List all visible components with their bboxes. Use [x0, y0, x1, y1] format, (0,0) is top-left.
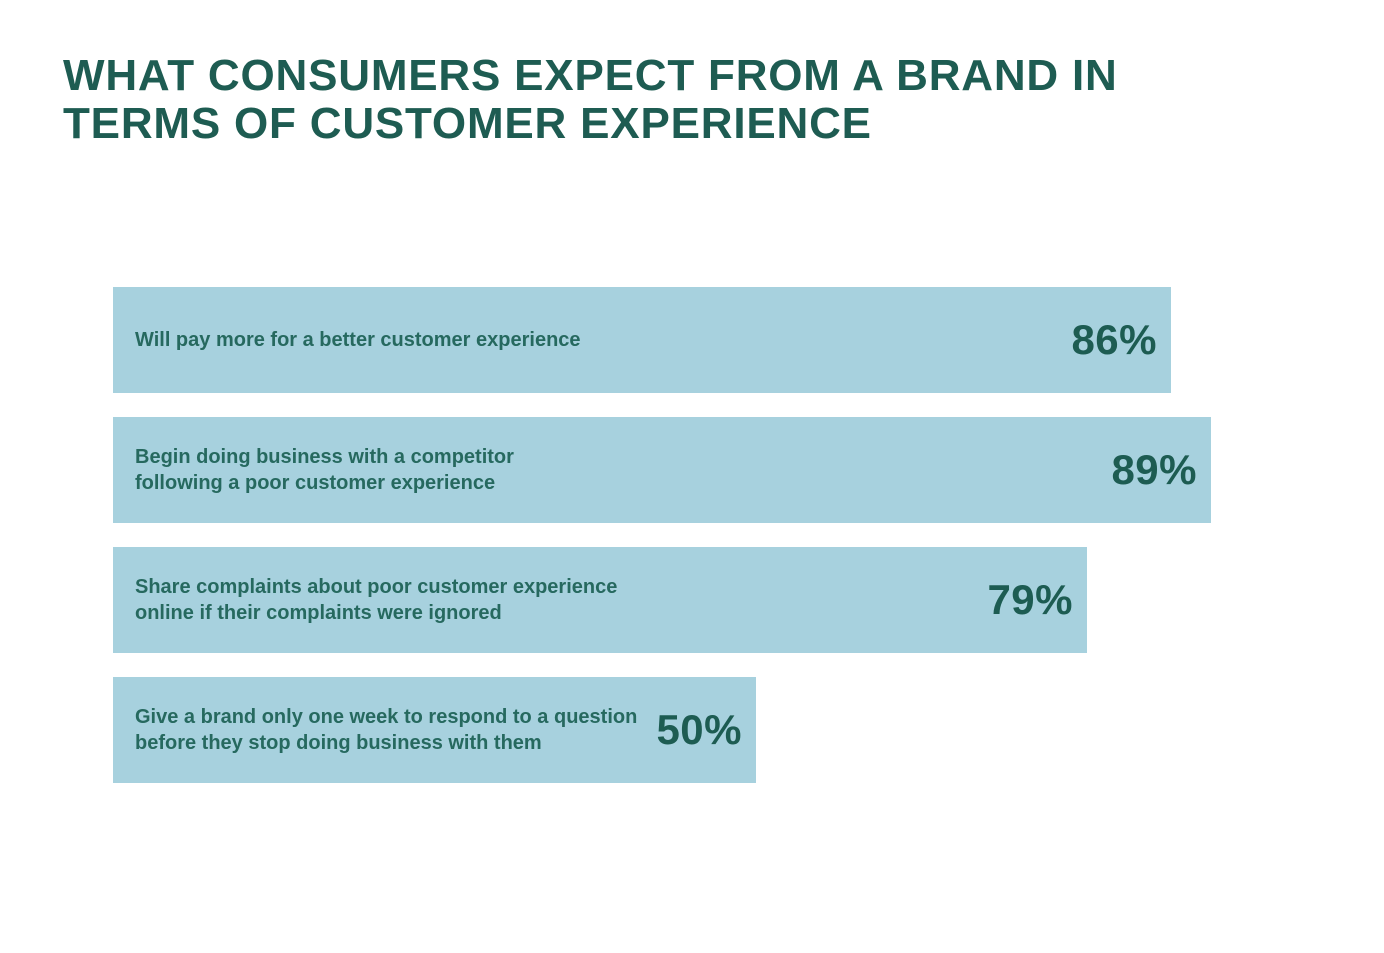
- bar-value: 50%: [656, 706, 742, 753]
- bar-value: 86%: [1071, 316, 1157, 363]
- bar-label: Begin doing business with a competitor fo…: [135, 444, 514, 496]
- bar-label-line: before they stop doing business with the…: [135, 732, 542, 754]
- page-title-line: TERMS OF CUSTOMER EXPERIENCE: [63, 99, 872, 148]
- bar-row: Give a brand only one week to respond to…: [113, 677, 756, 783]
- bar-row: Begin doing business with a competitor fo…: [113, 417, 1211, 523]
- page-title: WHAT CONSUMERS EXPECT FROM A BRAND IN TE…: [63, 52, 1118, 148]
- bar-label-line: Share complaints about poor customer exp…: [135, 576, 618, 598]
- bar-label-line: Will pay more for a better customer expe…: [135, 329, 581, 351]
- bar-label-line: Begin doing business with a competitor: [135, 446, 514, 468]
- bar-label: Will pay more for a better customer expe…: [135, 327, 581, 353]
- bar-chart: Will pay more for a better customer expe…: [113, 287, 1211, 783]
- page-title-line: WHAT CONSUMERS EXPECT FROM A BRAND IN: [63, 51, 1118, 100]
- bar-label-line: online if their complaints were ignored: [135, 602, 502, 624]
- bar-row: Will pay more for a better customer expe…: [113, 287, 1171, 393]
- bar-value: 89%: [1111, 446, 1197, 493]
- bar-label-line: Give a brand only one week to respond to…: [135, 706, 638, 728]
- bar-value: 79%: [987, 576, 1073, 623]
- bar-label: Give a brand only one week to respond to…: [135, 704, 637, 756]
- bar-label-line: following a poor customer experience: [135, 472, 496, 494]
- bar-label: Share complaints about poor customer exp…: [135, 574, 617, 626]
- bar-row: Share complaints about poor customer exp…: [113, 547, 1087, 653]
